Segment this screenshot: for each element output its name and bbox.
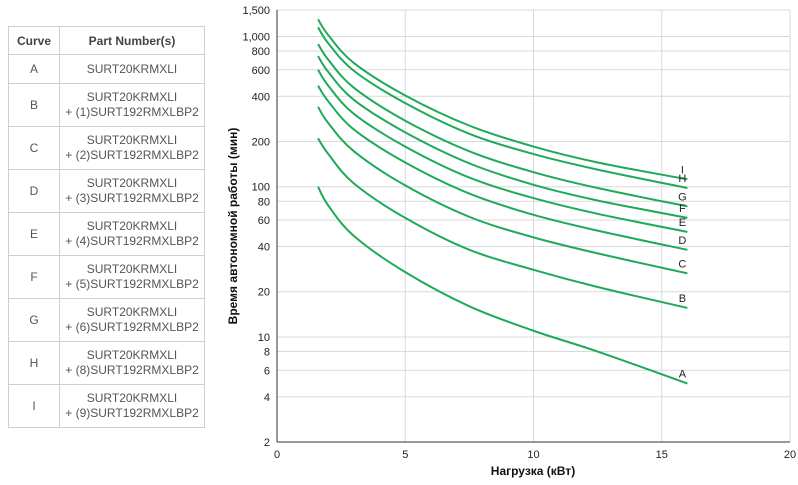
part-number-cell: SURT20KRMXLI + (9)SURT192RMXLBP2 [59, 384, 205, 428]
y-tick-label: 100 [252, 182, 270, 194]
y-tick-label: 60 [258, 215, 270, 227]
table-header-row: Curve Part Number(s) [8, 26, 205, 55]
series-line-g [317, 43, 688, 208]
curve-letter: B [8, 83, 60, 127]
y-tick-label: 4 [264, 392, 270, 404]
series-line-d [317, 85, 688, 251]
series-line-i [317, 18, 688, 181]
curve-label-g: G [678, 191, 687, 203]
grid-lines [276, 9, 791, 443]
header-part-numbers: Part Number(s) [59, 26, 205, 55]
curve-letter: D [8, 169, 60, 213]
table-row: H SURT20KRMXLI + (8)SURT192RMXLBP2 [8, 341, 205, 385]
part-number-cell: SURT20KRMXLI + (8)SURT192RMXLBP2 [59, 341, 205, 385]
table-row: I SURT20KRMXLI + (9)SURT192RMXLBP2 [8, 384, 205, 428]
table-row: B SURT20KRMXLI + (1)SURT192RMXLBP2 [8, 83, 205, 127]
table-row: F SURT20KRMXLI + (5)SURT192RMXLBP2 [8, 255, 205, 299]
x-tick-label: 5 [402, 449, 408, 461]
curve-label-h: H [678, 173, 686, 185]
part-number-line1: SURT20KRMXLI [86, 305, 178, 319]
part-number-cell: SURT20KRMXLI + (5)SURT192RMXLBP2 [59, 255, 205, 299]
part-number-line2: + (9)SURT192RMXLBP2 [65, 406, 199, 420]
x-tick-labels: 0 5 10 15 20 [274, 449, 796, 461]
series-line-e [317, 69, 688, 233]
y-tick-label: 400 [252, 91, 270, 103]
y-axis-label: Время автономной работы (мин) [226, 128, 240, 325]
table-row: G SURT20KRMXLI + (6)SURT192RMXLBP2 [8, 298, 205, 342]
y-tick-label: 2 [264, 437, 270, 449]
x-tick-label: 0 [274, 449, 280, 461]
part-number-line1: SURT20KRMXLI [86, 219, 178, 233]
part-number-line1: SURT20KRMXLI [86, 133, 178, 147]
table-row: D SURT20KRMXLI + (3)SURT192RMXLBP2 [8, 169, 205, 213]
table-row: E SURT20KRMXLI + (4)SURT192RMXLBP2 [8, 212, 205, 256]
part-number-line1: SURT20KRMXLI [86, 90, 178, 104]
part-number-line2: + (3)SURT192RMXLBP2 [65, 191, 199, 205]
y-tick-label: 800 [252, 46, 270, 58]
series-line-b [317, 137, 688, 309]
series-line-c [317, 106, 688, 275]
y-tick-label: 6 [264, 365, 270, 377]
curve-label-d: D [678, 235, 686, 247]
header-curve: Curve [8, 26, 60, 55]
part-number-cell: SURT20KRMXLI + (2)SURT192RMXLBP2 [59, 126, 205, 170]
y-tick-label: 1,000 [242, 31, 270, 43]
curve-label-i: I [681, 164, 684, 176]
y-tick-label: 20 [258, 287, 270, 299]
series-group [317, 18, 688, 385]
y-tick-label: 1,500 [242, 5, 270, 17]
x-tick-label: 20 [784, 449, 796, 461]
part-number-line2: + (2)SURT192RMXLBP2 [65, 148, 199, 162]
part-number-line2: + (6)SURT192RMXLBP2 [65, 320, 199, 334]
part-number-line1: SURT20KRMXLI [86, 348, 178, 362]
part-number-line1: SURT20KRMXLI [86, 391, 178, 405]
y-tick-label: 80 [258, 196, 270, 208]
part-number-line2: + (5)SURT192RMXLBP2 [65, 277, 199, 291]
axes [276, 10, 790, 443]
part-number-line1: SURT20KRMXLI [86, 262, 178, 276]
y-tick-labels: 2 4 6 8 10 20 40 60 80 100 200 400 600 800 1,000 1,500 [242, 5, 270, 449]
series-line-f [317, 55, 688, 219]
part-number-line1: SURT20KRMXLI [86, 176, 178, 190]
part-number-line1: SURT20KRMXLI [86, 61, 178, 76]
part-number-cell: SURT20KRMXLI + (4)SURT192RMXLBP2 [59, 212, 205, 256]
part-number-cell: SURT20KRMXLI + (6)SURT192RMXLBP2 [59, 298, 205, 342]
y-tick-label: 8 [264, 347, 270, 359]
part-number-cell: SURT20KRMXLI + (3)SURT192RMXLBP2 [59, 169, 205, 213]
part-number-line2: + (8)SURT192RMXLBP2 [65, 363, 199, 377]
y-tick-label: 200 [252, 136, 270, 148]
part-number-line2: + (4)SURT192RMXLBP2 [65, 234, 199, 248]
curve-letter: G [8, 298, 60, 342]
part-number-cell: SURT20KRMXLI + (1)SURT192RMXLBP2 [59, 83, 205, 127]
y-tick-label: 10 [258, 332, 270, 344]
curve-label-a: A [679, 369, 687, 381]
curve-label-e: E [679, 217, 686, 229]
curve-label-b: B [679, 293, 686, 305]
x-tick-label: 15 [656, 449, 668, 461]
part-number-line2: + (1)SURT192RMXLBP2 [65, 105, 199, 119]
curve-label-f: F [679, 203, 686, 215]
y-tick-label: 40 [258, 242, 270, 254]
curve-label-c: C [678, 258, 686, 270]
series-line-h [317, 26, 688, 190]
table-row: C SURT20KRMXLI + (2)SURT192RMXLBP2 [8, 126, 205, 170]
series-line-a [317, 186, 688, 385]
x-tick-label: 10 [527, 449, 539, 461]
y-tick-label: 600 [252, 65, 270, 77]
curve-letter: C [8, 126, 60, 170]
curve-legend-table: Curve Part Number(s) A SURT20KRMXLI B SU… [8, 26, 205, 428]
x-axis-label: Нагрузка (кВт) [491, 464, 575, 478]
